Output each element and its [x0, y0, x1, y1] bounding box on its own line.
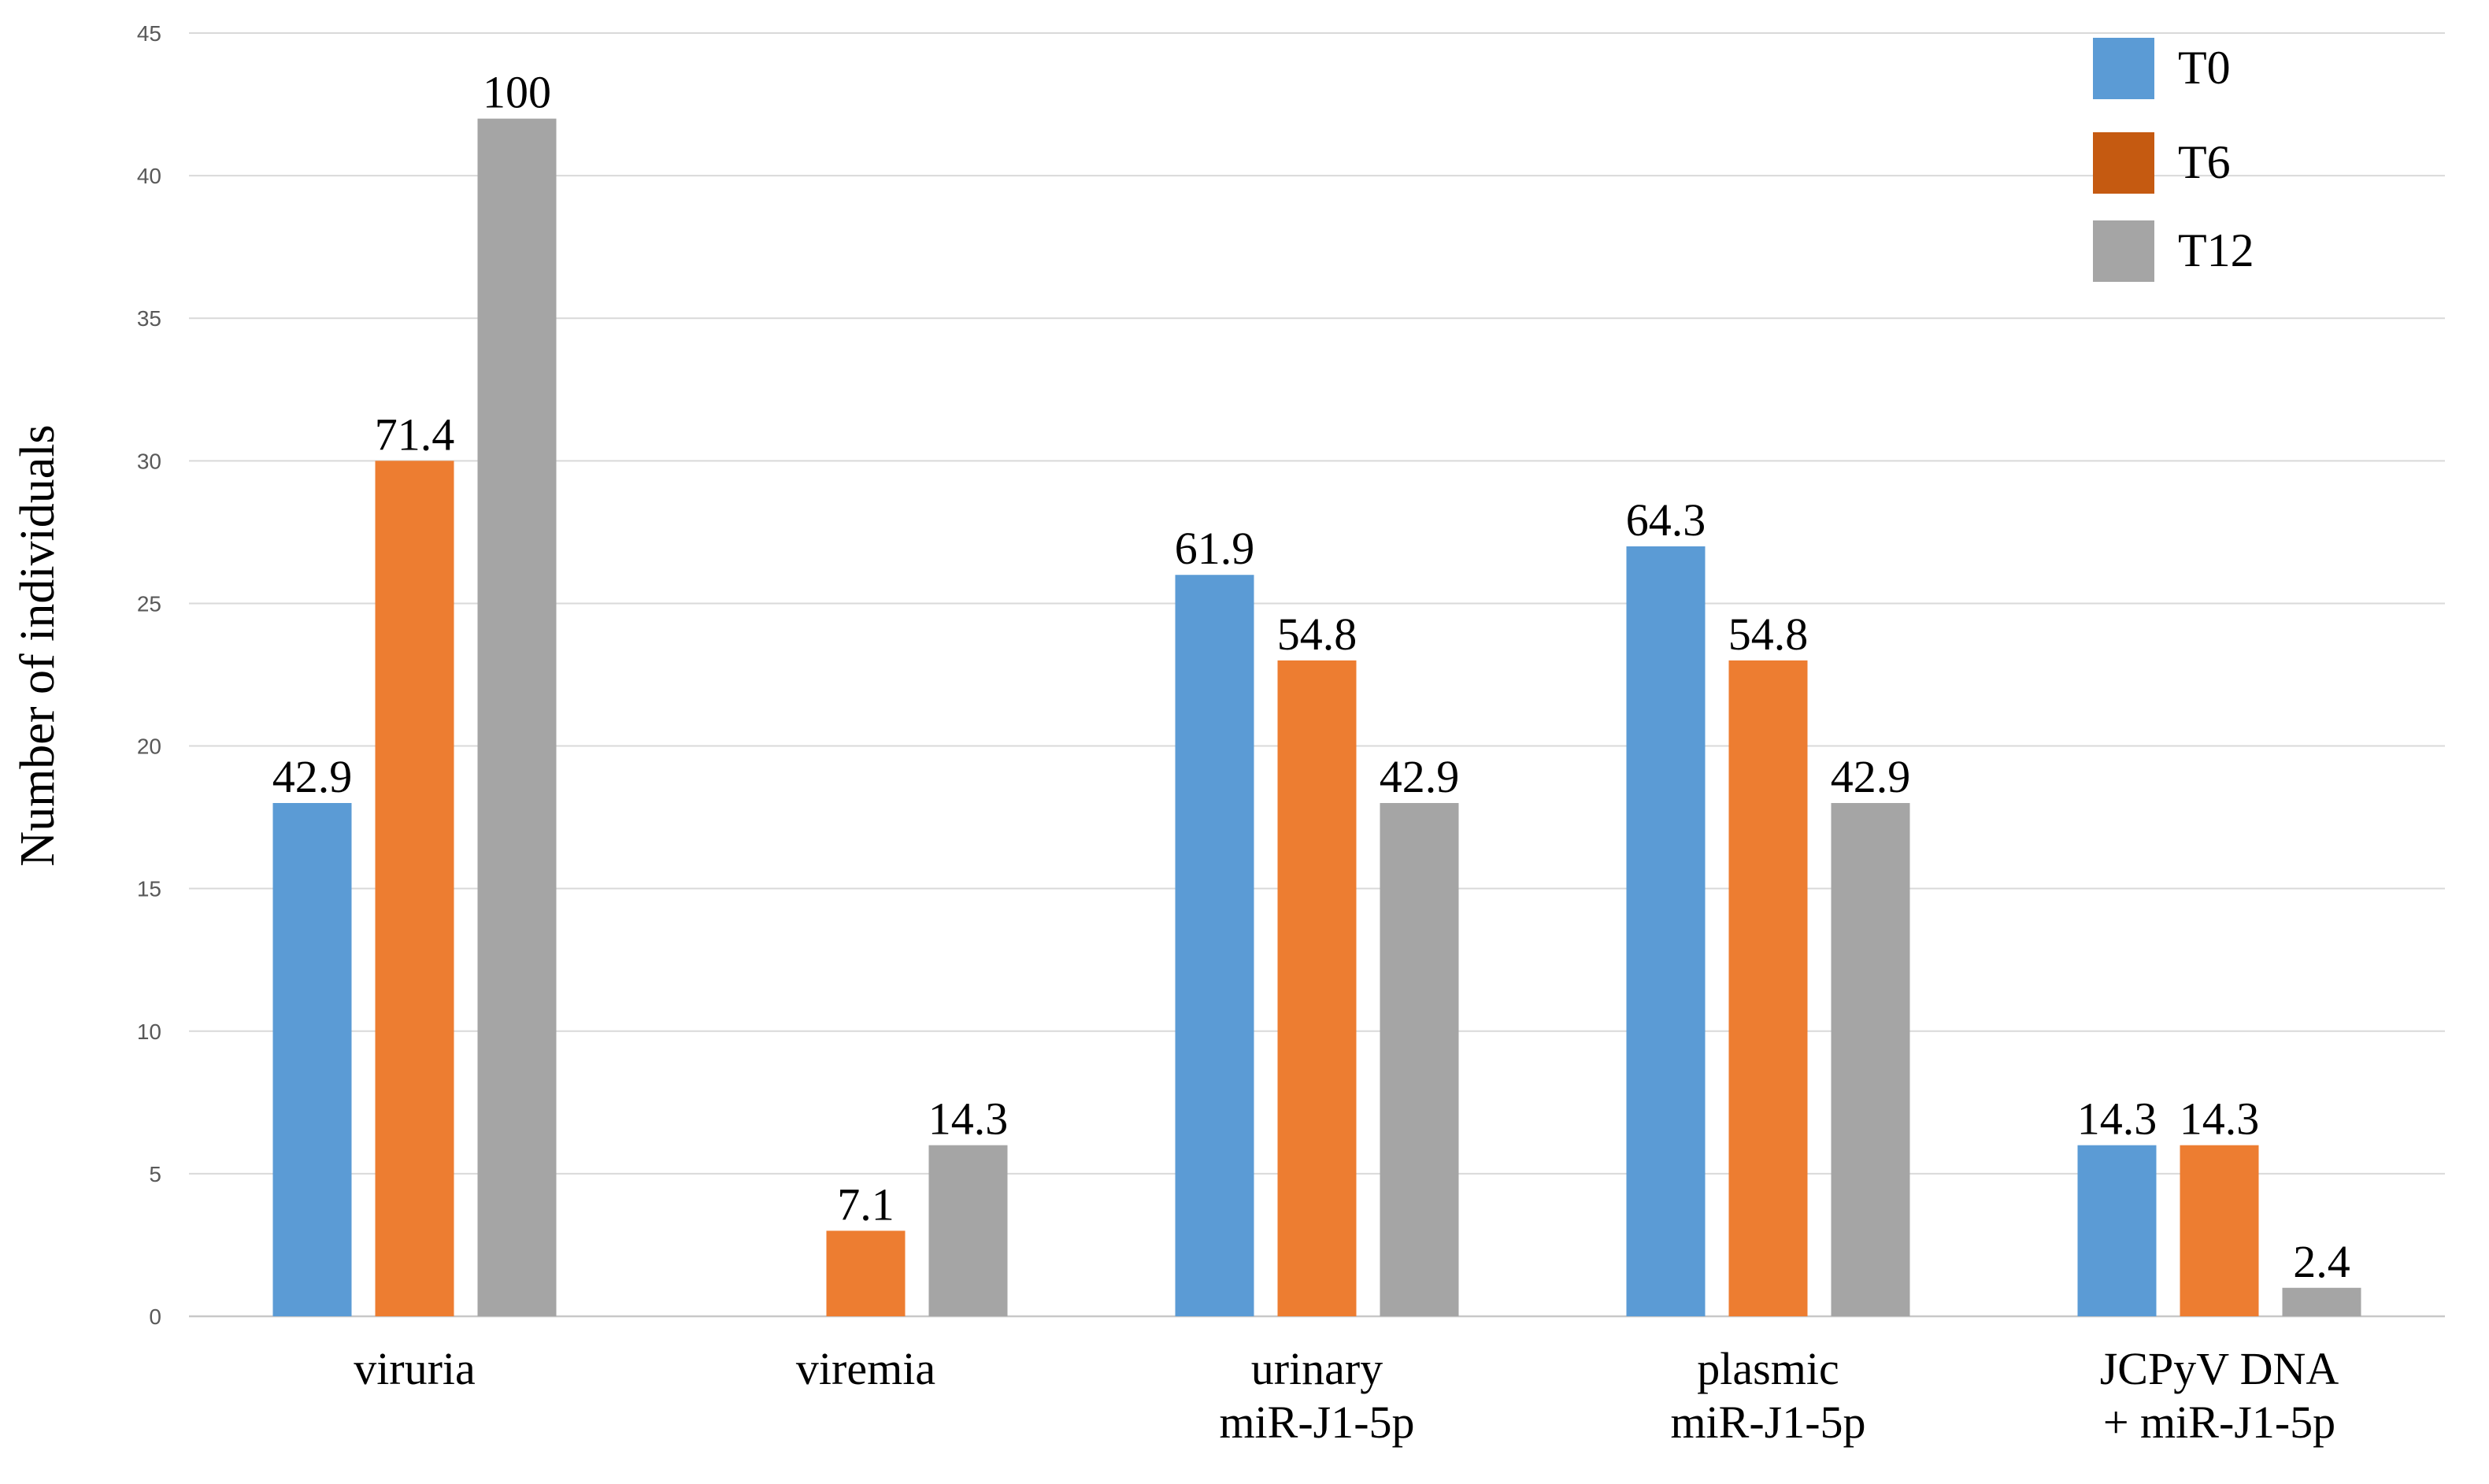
bar-T6-1 — [826, 1230, 906, 1316]
data-label-T6-1: 7.1 — [837, 1179, 894, 1230]
y-tick-label-20: 20 — [137, 735, 161, 759]
category-label-4-line-0: JCPyV DNA — [2100, 1343, 2339, 1394]
data-label-T0-3: 64.3 — [1626, 494, 1706, 546]
data-label-T6-4: 14.3 — [2180, 1094, 2260, 1145]
category-label-3-line-1: miR-J1-5p — [1670, 1397, 1865, 1448]
bar-T6-2 — [1277, 660, 1357, 1316]
data-label-T0-2: 61.9 — [1175, 523, 1255, 574]
category-label-3-line-0: plasmic — [1697, 1343, 1839, 1394]
y-axis-title: Number of individuals — [11, 424, 65, 866]
y-tick-label-5: 5 — [149, 1162, 161, 1186]
category-label-0-line-0: viruria — [354, 1343, 476, 1394]
y-tick-label-0: 0 — [149, 1305, 161, 1329]
category-label-4-line-1: + miR-J1-5p — [2103, 1397, 2335, 1448]
legend-label-T0: T0 — [2178, 42, 2231, 94]
y-tick-label-10: 10 — [137, 1020, 161, 1044]
data-label-T12-1: 14.3 — [928, 1094, 1009, 1145]
y-tick-label-30: 30 — [137, 449, 161, 473]
bar-T6-0 — [375, 461, 454, 1317]
legend-label-T12: T12 — [2178, 224, 2254, 276]
y-tick-label-15: 15 — [137, 877, 161, 901]
y-axis-ticks: 0 5 10 15 20 25 30 35 40 45 — [137, 21, 161, 1329]
bar-T0-2 — [1175, 575, 1254, 1316]
bar-T12-3 — [1831, 803, 1910, 1316]
bar-T6-3 — [1728, 660, 1808, 1316]
bar-T12-4 — [2282, 1287, 2361, 1316]
y-tick-label-40: 40 — [137, 164, 161, 188]
data-label-T12-0: 100 — [483, 67, 551, 118]
data-label-T6-3: 54.8 — [1728, 609, 1809, 660]
data-label-T0-4: 14.3 — [2077, 1094, 2158, 1145]
bar-T0-0 — [272, 803, 352, 1316]
y-tick-label-45: 45 — [137, 21, 161, 46]
bar-T0-3 — [1626, 546, 1706, 1316]
data-label-T12-3: 42.9 — [1831, 751, 1911, 802]
legend-label-T6: T6 — [2178, 136, 2231, 188]
data-label-T0-0: 42.9 — [272, 751, 353, 802]
bar-T12-1 — [928, 1145, 1008, 1316]
legend: T0 T6 T12 — [2093, 38, 2254, 282]
data-label-T6-0: 71.4 — [375, 409, 455, 460]
legend-swatch-T6 — [2093, 132, 2154, 194]
bars — [272, 118, 2361, 1317]
data-label-T6-2: 54.8 — [1277, 609, 1357, 660]
legend-swatch-T12 — [2093, 220, 2154, 282]
data-label-T12-2: 42.9 — [1380, 751, 1460, 802]
category-label-2-line-0: urinary — [1251, 1343, 1383, 1394]
bar-T12-0 — [477, 118, 557, 1317]
bar-T0-4 — [2077, 1145, 2157, 1316]
x-axis-categories: viruria viremia urinarymiR-J1-5pplasmicmiR… — [354, 1343, 2339, 1448]
category-label-2-line-1: miR-J1-5p — [1219, 1397, 1414, 1448]
data-label-T12-4: 2.4 — [2293, 1236, 2350, 1287]
category-label-1-line-0: viremia — [796, 1343, 935, 1394]
legend-swatch-T0 — [2093, 38, 2154, 99]
y-tick-label-35: 35 — [137, 306, 161, 331]
bar-T6-4 — [2180, 1145, 2259, 1316]
bar-T12-2 — [1380, 803, 1459, 1316]
y-tick-label-25: 25 — [137, 591, 161, 616]
data-labels: 42.9 71.4 100 7.1 14.3 61.9 54.8 42.9 64.3 54.8 42… — [272, 67, 2350, 1287]
